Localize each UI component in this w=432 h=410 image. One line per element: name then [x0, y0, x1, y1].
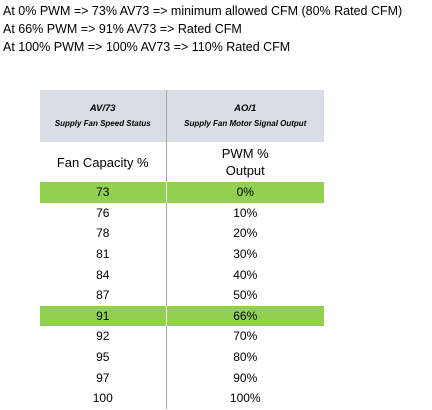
column-header-description: Supply Fan Speed Status [54, 118, 151, 128]
pwm-output-cell: 40% [165, 264, 324, 285]
table-row: 92 70% [40, 326, 324, 347]
pwm-output-subheader: PWM % Output [165, 142, 324, 182]
fan-capacity-cell: 81 [96, 247, 110, 262]
column-header-description: Supply Fan Motor Signal Output [184, 118, 307, 128]
pwm-output-cell: 80% [165, 346, 324, 368]
pwm-output-cell: 90% [165, 367, 324, 388]
fan-capacity-cell: 91 [40, 305, 166, 327]
notes-block: At 0% PWM => 73% AV73 => minimum allowed… [3, 2, 402, 56]
table-row: 100 100% [40, 387, 324, 409]
table-subheader-row: Fan Capacity % PWM % Output [40, 142, 324, 182]
table-row: 87 50% [40, 284, 324, 306]
fan-capacity-cell: 76 [96, 205, 110, 220]
pwm-output-cell: 30% [165, 243, 324, 265]
table-row: 84 40% [40, 264, 324, 285]
table-row: 78 20% [40, 223, 324, 244]
table-row: 76 10% [40, 202, 324, 224]
table-row: 97 90% [40, 367, 324, 388]
pwm-output-cell: 66% [165, 305, 324, 327]
fan-capacity-cell: 95 [96, 350, 110, 365]
table-body: 73 0% 76 10% 78 20% 81 30% 84 40% 87 50% 91 66%… [40, 182, 324, 409]
fan-capacity-cell: 78 [96, 226, 110, 241]
fan-capacity-cell: 73 [40, 182, 166, 203]
note-line: At 66% PWM => 91% AV73 => Rated CFM [3, 22, 242, 36]
note-line: At 100% PWM => 100% AV73 => 110% Rated C… [3, 40, 291, 54]
column-header-ao1: AO/1 Supply Fan Motor Signal Output [165, 90, 324, 142]
note-line: At 0% PWM => 73% AV73 => minimum allowed… [3, 4, 403, 18]
fan-capacity-table-wrapper: AV/73 Supply Fan Speed Status AO/1 Suppl… [40, 90, 324, 409]
table-row: 91 66% [40, 305, 324, 327]
pwm-subheader-line1: PWM % [221, 146, 269, 161]
table-header-row: AV/73 Supply Fan Speed Status AO/1 Suppl… [40, 90, 324, 142]
fan-capacity-table: AV/73 Supply Fan Speed Status AO/1 Suppl… [40, 90, 324, 409]
pwm-output-cell: 70% [165, 326, 324, 347]
fan-capacity-cell: 87 [96, 288, 110, 303]
column-header-av73: AV/73 Supply Fan Speed Status [40, 90, 166, 142]
fan-capacity-subheader: Fan Capacity % [56, 154, 149, 170]
table-row: 81 30% [40, 243, 324, 265]
pwm-subheader-line2: Output [225, 163, 265, 178]
column-header-code: AO/1 [234, 102, 257, 114]
pwm-output-cell: 0% [165, 182, 324, 203]
pwm-output-cell: 10% [165, 202, 324, 224]
table-row: 95 80% [40, 346, 324, 368]
pwm-output-cell: 100% [165, 387, 324, 409]
fan-capacity-cell: 100 [92, 391, 113, 406]
table-row: 73 0% [40, 182, 324, 203]
fan-capacity-cell: 97 [96, 370, 110, 385]
column-header-code: AV/73 [89, 102, 116, 114]
pwm-output-cell: 50% [165, 284, 324, 306]
fan-capacity-cell: 92 [96, 329, 110, 344]
fan-capacity-cell: 84 [96, 267, 110, 282]
pwm-output-cell: 20% [165, 223, 324, 244]
